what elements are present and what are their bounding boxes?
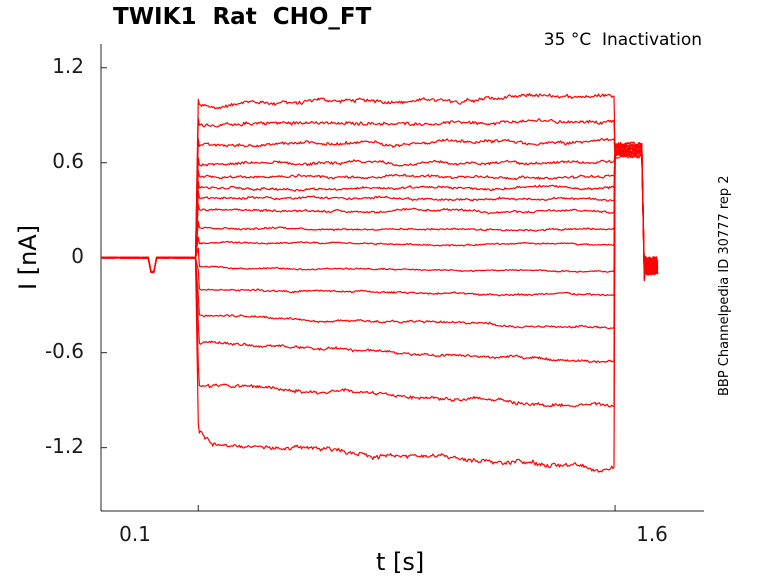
current-trace — [100, 143, 659, 364]
current-trace — [100, 144, 659, 330]
current-trace — [100, 151, 659, 274]
current-trace — [100, 150, 659, 275]
current-trace — [100, 141, 659, 473]
y-tick-label: 0.6 — [52, 149, 84, 173]
y-tick-label: -1.2 — [44, 434, 84, 458]
current-trace — [100, 148, 659, 276]
y-tick-label: 0 — [71, 244, 84, 268]
current-trace — [100, 145, 659, 277]
x-tick-label: 1.6 — [636, 522, 668, 546]
chart-title: TWIK1 Rat CHO_FT — [113, 4, 372, 30]
current-trace — [100, 93, 659, 275]
current-trace — [100, 137, 659, 276]
current-trace — [100, 147, 659, 274]
current-trace — [100, 117, 659, 281]
y-tick-label: -0.6 — [44, 339, 84, 363]
current-trace — [100, 142, 659, 408]
x-axis-label: t [s] — [376, 548, 425, 576]
current-trace — [100, 145, 659, 297]
current-trace — [100, 150, 659, 276]
x-tick-label: 0.1 — [119, 522, 151, 546]
current-trace — [101, 149, 659, 282]
current-trace — [100, 146, 659, 276]
traces — [100, 93, 659, 473]
channelpedia-id-label: BBP Channelpedia ID 30777 rep 2 — [717, 175, 732, 396]
y-tick-label: 1.2 — [52, 54, 84, 78]
chart-subtitle: 35 °C Inactivation — [543, 30, 702, 50]
